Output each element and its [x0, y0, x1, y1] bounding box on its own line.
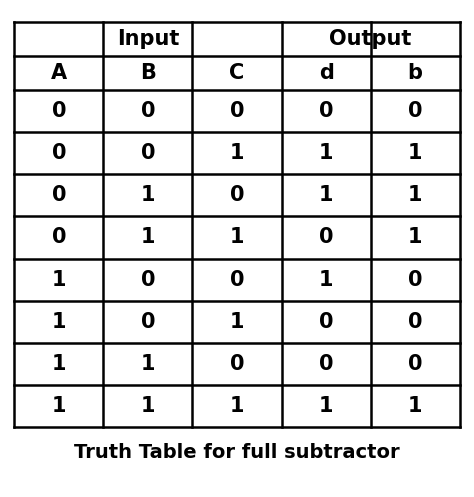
Text: b: b: [408, 63, 423, 83]
Text: 0: 0: [141, 101, 155, 121]
Text: 1: 1: [52, 312, 66, 332]
Text: B: B: [140, 63, 156, 83]
Text: 0: 0: [141, 312, 155, 332]
Text: 0: 0: [52, 228, 66, 248]
Text: 1: 1: [319, 396, 333, 416]
Text: 1: 1: [230, 312, 244, 332]
Text: 0: 0: [319, 354, 333, 374]
Text: 0: 0: [52, 143, 66, 163]
Text: 1: 1: [408, 396, 422, 416]
Text: 0: 0: [408, 101, 422, 121]
Text: 1: 1: [52, 270, 66, 290]
Text: A: A: [51, 63, 67, 83]
Text: C: C: [229, 63, 245, 83]
Text: 1: 1: [141, 396, 155, 416]
Text: 1: 1: [52, 354, 66, 374]
Text: 1: 1: [408, 185, 422, 205]
Text: Input: Input: [117, 29, 179, 49]
Text: 1: 1: [230, 143, 244, 163]
Text: 1: 1: [408, 143, 422, 163]
Text: 0: 0: [52, 185, 66, 205]
Text: 0: 0: [141, 270, 155, 290]
Text: 1: 1: [319, 185, 333, 205]
Text: 1: 1: [319, 270, 333, 290]
Text: 0: 0: [408, 354, 422, 374]
Text: Output: Output: [329, 29, 412, 49]
Text: 1: 1: [230, 228, 244, 248]
Text: 1: 1: [408, 228, 422, 248]
Text: 1: 1: [141, 185, 155, 205]
Text: 0: 0: [408, 312, 422, 332]
Text: 0: 0: [230, 185, 244, 205]
Text: 0: 0: [52, 101, 66, 121]
Text: d: d: [319, 63, 334, 83]
Text: 0: 0: [319, 228, 333, 248]
Text: 0: 0: [230, 354, 244, 374]
Text: 1: 1: [319, 143, 333, 163]
Text: 1: 1: [230, 396, 244, 416]
Text: 0: 0: [319, 312, 333, 332]
Text: 0: 0: [408, 270, 422, 290]
Text: 0: 0: [319, 101, 333, 121]
Text: 1: 1: [52, 396, 66, 416]
Text: 0: 0: [141, 143, 155, 163]
Text: 0: 0: [230, 270, 244, 290]
Text: Truth Table for full subtractor: Truth Table for full subtractor: [74, 443, 400, 462]
Text: 1: 1: [141, 228, 155, 248]
Text: 1: 1: [141, 354, 155, 374]
Text: 0: 0: [230, 101, 244, 121]
